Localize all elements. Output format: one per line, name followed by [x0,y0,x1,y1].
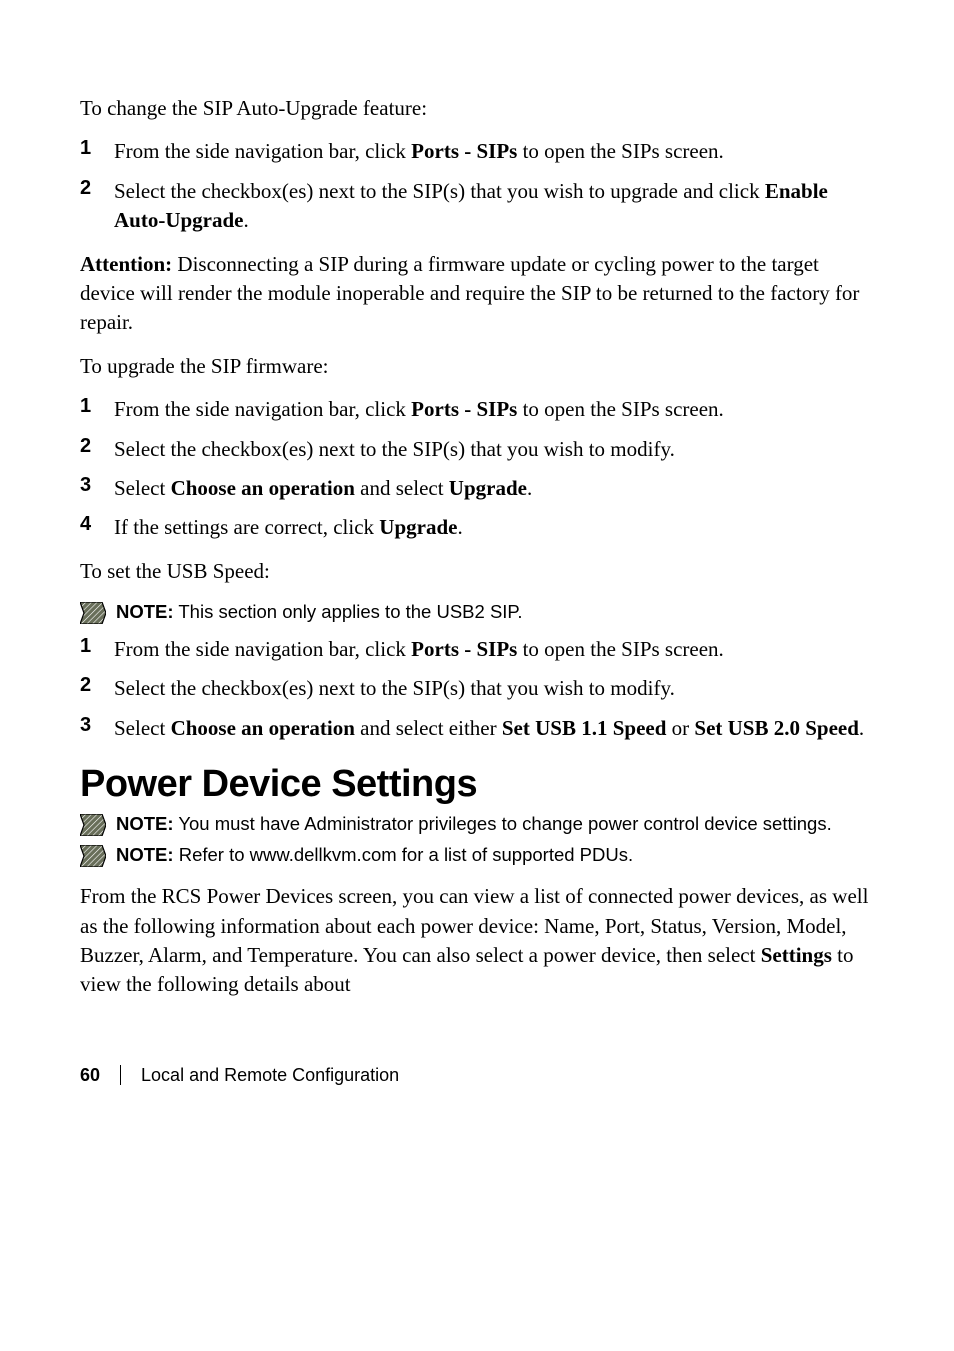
step-item: 2 Select the checkbox(es) next to the SI… [80,177,874,236]
note-icon [80,814,106,836]
page-container: To change the SIP Auto-Upgrade feature: … [0,0,954,1146]
page-number: 60 [80,1065,100,1086]
step-text: From the side navigation bar, click Port… [114,137,874,166]
page-footer: 60 Local and Remote Configuration [80,1065,874,1086]
step-item: 2 Select the checkbox(es) next to the SI… [80,435,874,464]
step-text: Select Choose an operation and select ei… [114,714,874,743]
step-text: Select the checkbox(es) next to the SIP(… [114,674,874,703]
step-number: 1 [80,635,114,658]
closing-paragraph: From the RCS Power Devices screen, you c… [80,882,874,1000]
steps-upgrade-firmware: 1 From the side navigation bar, click Po… [80,395,874,543]
intro-usb-speed: To set the USB Speed: [80,557,874,586]
note-text: NOTE: Refer to www.dellkvm.com for a lis… [116,843,874,868]
step-number: 4 [80,513,114,536]
step-text: From the side navigation bar, click Port… [114,635,874,664]
step-text: If the settings are correct, click Upgra… [114,513,874,542]
step-number: 1 [80,137,114,160]
step-number: 2 [80,435,114,458]
step-item: 3 Select Choose an operation and select … [80,714,874,743]
intro-upgrade-firmware: To upgrade the SIP firmware: [80,352,874,381]
step-item: 1 From the side navigation bar, click Po… [80,395,874,424]
step-number: 2 [80,674,114,697]
step-item: 3 Select Choose an operation and select … [80,474,874,503]
step-number: 3 [80,474,114,497]
steps-auto-upgrade: 1 From the side navigation bar, click Po… [80,137,874,235]
step-text: From the side navigation bar, click Port… [114,395,874,424]
step-item: 1 From the side navigation bar, click Po… [80,137,874,166]
note-text: NOTE: This section only applies to the U… [116,600,874,625]
step-item: 4 If the settings are correct, click Upg… [80,513,874,542]
step-item: 2 Select the checkbox(es) next to the SI… [80,674,874,703]
step-number: 3 [80,714,114,737]
note-text: NOTE: You must have Administrator privil… [116,812,874,837]
step-number: 2 [80,177,114,200]
note-admin-privileges: NOTE: You must have Administrator privil… [80,812,874,837]
step-text: Select the checkbox(es) next to the SIP(… [114,177,874,236]
footer-divider [120,1065,121,1085]
step-text: Select Choose an operation and select Up… [114,474,874,503]
footer-title: Local and Remote Configuration [141,1065,399,1086]
step-number: 1 [80,395,114,418]
attention-paragraph: Attention: Disconnecting a SIP during a … [80,250,874,338]
heading-power-device-settings: Power Device Settings [80,763,874,806]
intro-change-auto-upgrade: To change the SIP Auto-Upgrade feature: [80,94,874,123]
step-item: 1 From the side navigation bar, click Po… [80,635,874,664]
note-icon [80,602,106,624]
steps-usb-speed: 1 From the side navigation bar, click Po… [80,635,874,743]
note-usb2: NOTE: This section only applies to the U… [80,600,874,625]
note-icon [80,845,106,867]
note-supported-pdus: NOTE: Refer to www.dellkvm.com for a lis… [80,843,874,868]
step-text: Select the checkbox(es) next to the SIP(… [114,435,874,464]
